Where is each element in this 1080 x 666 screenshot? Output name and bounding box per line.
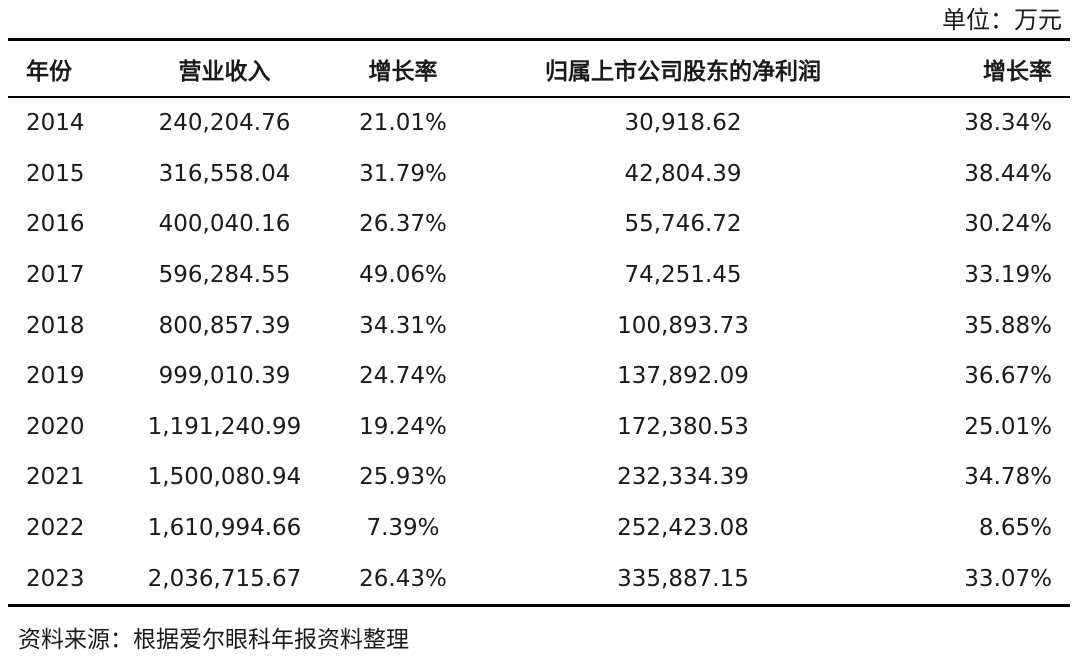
cell-net-profit-growth: 38.44% xyxy=(964,160,1052,187)
table-row: 2014 240,204.76 21.01% 30,918.62 38.34% xyxy=(8,97,1070,149)
cell-net-profit-growth: 33.07% xyxy=(964,565,1052,592)
table-row: 2018 800,857.39 34.31% 100,893.73 35.88% xyxy=(8,300,1070,351)
cell-revenue-growth: 26.37% xyxy=(359,211,447,238)
cell-net-profit-growth: 34.78% xyxy=(964,464,1052,491)
cell-net-profit: 42,804.39 xyxy=(624,160,742,187)
cell-revenue-growth: 7.39% xyxy=(366,515,440,542)
table-row: 2017 596,284.55 49.06% 74,251.45 33.19% xyxy=(8,250,1070,301)
cell-revenue: 240,204.76 xyxy=(158,110,291,137)
cell-revenue-growth: 49.06% xyxy=(359,262,447,289)
header-net-profit: 归属上市公司股东的净利润 xyxy=(545,58,821,85)
cell-net-profit: 55,746.72 xyxy=(624,211,742,238)
cell-year: 2020 xyxy=(26,413,85,440)
cell-revenue: 1,610,994.66 xyxy=(147,515,302,542)
table-row: 2022 1,610,994.66 7.39% 252,423.08 8.65% xyxy=(8,503,1070,554)
cell-revenue: 316,558.04 xyxy=(158,160,291,187)
table-row: 2019 999,010.39 24.74% 137,892.09 36.67% xyxy=(8,351,1070,402)
cell-year: 2019 xyxy=(26,363,85,390)
cell-year: 2014 xyxy=(26,110,85,137)
cell-revenue-growth: 24.74% xyxy=(359,363,447,390)
cell-revenue: 2,036,715.67 xyxy=(147,565,302,592)
cell-year: 2018 xyxy=(26,312,85,339)
cell-year: 2017 xyxy=(26,262,85,289)
cell-net-profit-growth: 33.19% xyxy=(964,262,1052,289)
header-revenue-growth: 增长率 xyxy=(368,58,438,85)
cell-net-profit: 232,334.39 xyxy=(617,464,749,491)
cell-net-profit-growth: 8.65% xyxy=(978,515,1052,542)
cell-net-profit: 30,918.62 xyxy=(624,110,742,137)
cell-revenue: 800,857.39 xyxy=(158,312,291,339)
cell-revenue-growth: 19.24% xyxy=(359,413,447,440)
cell-net-profit-growth: 36.67% xyxy=(964,363,1052,390)
cell-revenue: 400,040.16 xyxy=(158,211,291,238)
header-row: 年份 营业收入 增长率 归属上市公司股东的净利润 增长率 xyxy=(8,39,1070,97)
table-row: 2023 2,036,715.67 26.43% 335,887.15 33.07% xyxy=(8,553,1070,606)
table-header: 年份 营业收入 增长率 归属上市公司股东的净利润 增长率 xyxy=(8,39,1070,97)
cell-net-profit: 137,892.09 xyxy=(617,363,749,390)
cell-net-profit: 100,893.73 xyxy=(617,312,749,339)
cell-net-profit-growth: 38.34% xyxy=(964,110,1052,137)
table-row: 2021 1,500,080.94 25.93% 232,334.39 34.78% xyxy=(8,452,1070,503)
cell-revenue: 1,500,080.94 xyxy=(147,464,302,491)
header-net-profit-growth: 增长率 xyxy=(983,58,1052,85)
cell-revenue-growth: 26.43% xyxy=(359,565,447,592)
cell-year: 2016 xyxy=(26,211,85,238)
cell-year: 2022 xyxy=(26,515,85,542)
header-year: 年份 xyxy=(26,58,72,85)
cell-revenue: 596,284.55 xyxy=(158,262,291,289)
cell-net-profit-growth: 30.24% xyxy=(964,211,1052,238)
cell-net-profit-growth: 25.01% xyxy=(964,413,1052,440)
source-note: 资料来源：根据爱尔眼科年报资料整理 xyxy=(18,627,409,653)
cell-net-profit: 172,380.53 xyxy=(617,413,749,440)
cell-revenue-growth: 34.31% xyxy=(359,312,447,339)
cell-year: 2015 xyxy=(26,160,85,187)
cell-revenue-growth: 21.01% xyxy=(359,110,447,137)
header-revenue: 营业收入 xyxy=(178,58,271,85)
cell-revenue-growth: 31.79% xyxy=(359,160,447,187)
cell-year: 2021 xyxy=(26,464,85,491)
cell-net-profit: 74,251.45 xyxy=(624,262,742,289)
financial-table: 年份 营业收入 增长率 归属上市公司股东的净利润 增长率 2014 240,204… xyxy=(8,38,1070,607)
cell-revenue: 1,191,240.99 xyxy=(147,413,302,440)
cell-net-profit: 335,887.15 xyxy=(617,565,749,592)
unit-label: 单位：万元 xyxy=(942,6,1062,34)
cell-revenue: 999,010.39 xyxy=(158,363,291,390)
cell-net-profit-growth: 35.88% xyxy=(964,312,1052,339)
table-row: 2015 316,558.04 31.79% 42,804.39 38.44% xyxy=(8,149,1070,200)
table-row: 2016 400,040.16 26.37% 55,746.72 30.24% xyxy=(8,199,1070,250)
cell-net-profit: 252,423.08 xyxy=(617,515,749,542)
cell-revenue-growth: 25.93% xyxy=(359,464,447,491)
table-body: 2014 240,204.76 21.01% 30,918.62 38.34% 2015 3… xyxy=(8,97,1070,606)
table-row: 2020 1,191,240.99 19.24% 172,380.53 25.01% xyxy=(8,402,1070,453)
cell-year: 2023 xyxy=(26,565,85,592)
